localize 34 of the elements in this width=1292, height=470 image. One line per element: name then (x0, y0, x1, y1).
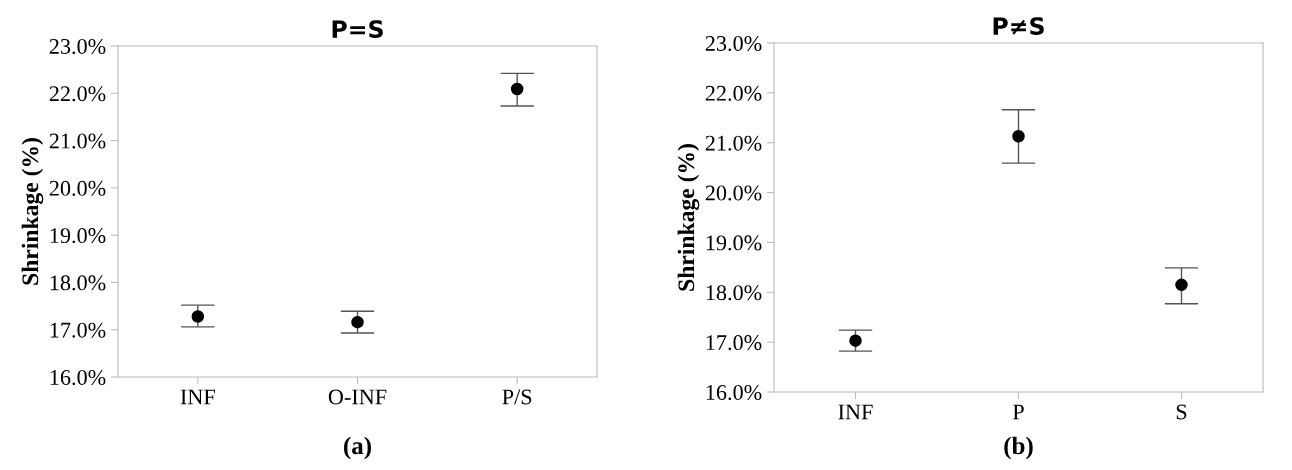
y-tick-label: 19.0% (706, 235, 762, 251)
y-tick-label: 23.0% (49, 38, 106, 55)
point (510, 82, 524, 96)
y-axis-title: Shrinkage (%) (677, 144, 700, 291)
x-tick-label: P/S (502, 389, 532, 405)
chart-title: P≠S (993, 17, 1044, 35)
x-tick-label: INF (838, 404, 873, 420)
text: (a) (344, 436, 371, 460)
x-tick-label: INF (180, 389, 215, 405)
chart-title: P=S (332, 20, 383, 38)
x-tick-label: O-INF (328, 389, 387, 405)
y-tick-label: 18.0% (50, 275, 106, 291)
x-tick-label: P (1012, 404, 1024, 420)
point (1012, 129, 1025, 143)
point (191, 310, 205, 323)
y-tick-label: 22.0% (49, 86, 106, 102)
y-tick-label: 16.0% (706, 384, 762, 401)
point (849, 334, 862, 347)
y-tick-label: 19.0% (50, 228, 106, 244)
point (351, 315, 364, 329)
y-tick-label: 21.0% (705, 135, 762, 151)
y-tick-label: 23.0% (705, 35, 762, 52)
y-tick-label: 17.0% (706, 335, 762, 351)
y-tick-label: 20.0% (705, 185, 762, 201)
y-tick-label: 22.0% (705, 85, 762, 101)
y-tick-label: 17.0% (50, 322, 106, 338)
y-tick-label: 20.0% (49, 180, 106, 196)
y-tick-label: 16.0% (50, 369, 106, 386)
y-tick-label: 18.0% (706, 285, 762, 301)
y-tick-label: 21.0% (49, 133, 106, 149)
y-axis-title: Shrinkage (%) (21, 138, 44, 285)
x-tick-label: S (1176, 404, 1187, 420)
point (1175, 278, 1188, 292)
text: (b) (1004, 436, 1033, 460)
